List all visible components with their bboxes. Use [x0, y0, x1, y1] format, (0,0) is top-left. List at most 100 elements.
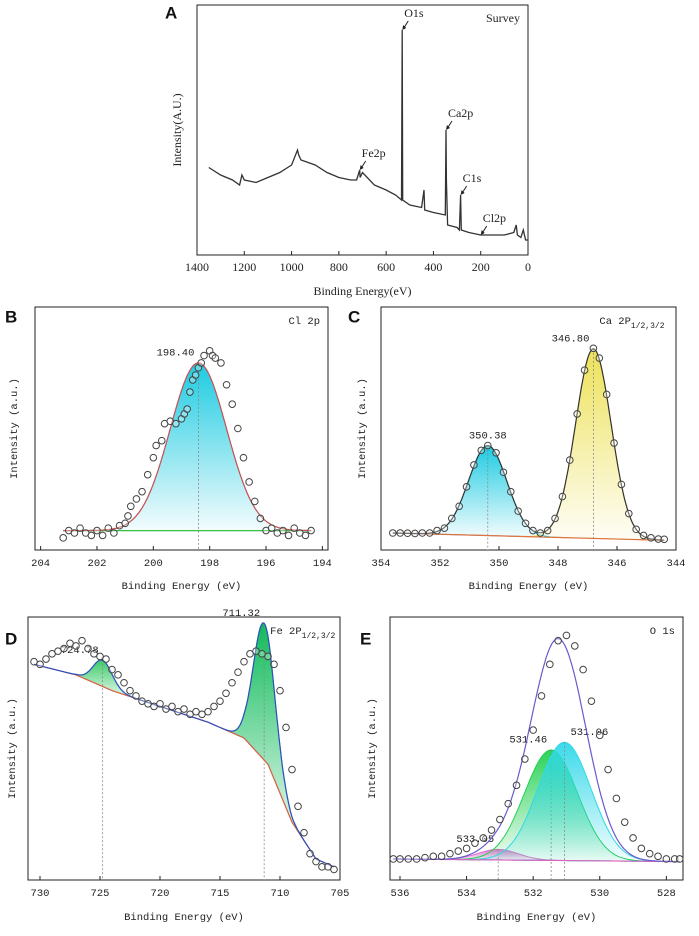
- data-point: [200, 351, 208, 360]
- data-point: [629, 834, 637, 842]
- y-axis-label: Intensity(A.U.): [170, 93, 184, 166]
- data-point: [250, 497, 259, 506]
- panel-letter: A: [165, 3, 177, 22]
- peak-label: 350.38: [469, 430, 507, 442]
- title-text: Ca 2P: [599, 316, 631, 328]
- x-axis-label: Binding Energy (eV): [124, 912, 244, 924]
- data-point: [396, 855, 404, 863]
- x-tick-label: 200: [472, 260, 490, 274]
- data-point: [217, 359, 225, 367]
- data-point: [470, 461, 478, 469]
- x-tick-label: 196: [257, 558, 276, 570]
- data-point: [126, 686, 134, 695]
- x-tick-label: 1000: [280, 260, 304, 274]
- x-tick-label: 1400: [185, 260, 209, 274]
- data-point: [604, 765, 612, 774]
- x-axis-label: Binding Energy (eV): [469, 581, 589, 593]
- annotation-label: Cl2p: [483, 211, 506, 225]
- x-tick-label: 600: [377, 260, 395, 274]
- annotation-label: Ca2p: [448, 106, 473, 120]
- peak-label: 198.40: [157, 348, 195, 360]
- x-axis-label: Binding Energy (eV): [122, 581, 242, 593]
- data-point: [580, 366, 589, 374]
- data-point: [267, 524, 276, 532]
- data-point: [462, 483, 471, 491]
- data-point: [290, 524, 298, 532]
- data-point: [78, 636, 86, 645]
- x-tick-label: 348: [549, 558, 568, 570]
- data-point: [114, 671, 122, 679]
- data-point: [197, 359, 206, 367]
- x-tick-label: 202: [88, 558, 107, 570]
- plot-frame: [27, 616, 341, 881]
- data-point: [654, 535, 663, 543]
- data-point: [625, 509, 633, 518]
- data-point: [126, 502, 135, 511]
- panel-title: Cl 2p: [288, 316, 320, 328]
- data-point: [404, 855, 413, 863]
- panel-title: Ca 2P1/2,3/2: [599, 316, 664, 331]
- peak-label: 724.78: [61, 645, 99, 657]
- panel-title: Fe 2P1/2,3/2: [270, 626, 335, 641]
- data-point: [595, 354, 604, 362]
- data-point: [279, 526, 287, 535]
- data-point: [566, 456, 574, 464]
- data-point: [440, 524, 449, 532]
- data-point: [76, 524, 84, 532]
- x-tick-label: 530: [590, 888, 609, 900]
- data-point: [143, 470, 152, 479]
- plot-frame: [389, 616, 684, 881]
- annotation-label: O1s: [404, 6, 424, 20]
- arrow-head: [445, 125, 450, 130]
- data-point: [108, 665, 116, 674]
- peak-label: 531.06: [570, 727, 608, 739]
- fit-envelope: [33, 622, 335, 868]
- arrow-head: [402, 25, 407, 30]
- data-point: [234, 668, 242, 677]
- data-point: [637, 844, 646, 853]
- data-point: [487, 826, 496, 834]
- data-point: [418, 529, 427, 537]
- data-point: [98, 531, 107, 540]
- data-point: [521, 755, 529, 763]
- panel-letter: C: [348, 307, 360, 326]
- data-point: [152, 441, 160, 450]
- x-axis-label: Binding Energy (eV): [477, 912, 597, 924]
- data-point: [537, 692, 546, 700]
- x-axis-label: Binding Energy(eV): [313, 284, 411, 298]
- data-point: [499, 468, 508, 477]
- y-axis-label: Intensity (a.u.): [9, 378, 21, 479]
- data-point: [183, 405, 191, 413]
- data-point: [312, 857, 320, 866]
- data-point: [42, 655, 50, 663]
- data-point: [306, 849, 314, 858]
- data-point: [294, 802, 302, 811]
- data-point: [121, 519, 129, 528]
- data-point: [120, 678, 128, 687]
- data-point: [433, 526, 441, 535]
- data-point: [132, 495, 141, 503]
- data-point: [110, 529, 118, 537]
- data-point: [554, 636, 562, 645]
- title-subscript: 1/2,3/2: [631, 322, 665, 331]
- peak-label: 711.32: [222, 608, 260, 620]
- plot-frame: [196, 4, 529, 256]
- survey-line: [208, 29, 528, 241]
- data-point: [234, 424, 242, 433]
- data-point: [149, 453, 158, 462]
- data-point: [437, 852, 446, 861]
- x-tick-label: 532: [524, 888, 543, 900]
- x-tick-label: 1200: [232, 260, 256, 274]
- x-tick-label: 720: [151, 888, 170, 900]
- data-point: [72, 642, 80, 650]
- y-axis-label: Intensity (a.u.): [7, 698, 19, 799]
- data-point: [504, 799, 512, 808]
- arrow-head: [460, 190, 465, 195]
- data-point: [210, 702, 218, 711]
- data-point: [138, 487, 146, 496]
- data-point: [446, 849, 454, 858]
- data-point: [462, 844, 471, 853]
- data-point: [389, 855, 398, 863]
- data-point: [492, 449, 500, 457]
